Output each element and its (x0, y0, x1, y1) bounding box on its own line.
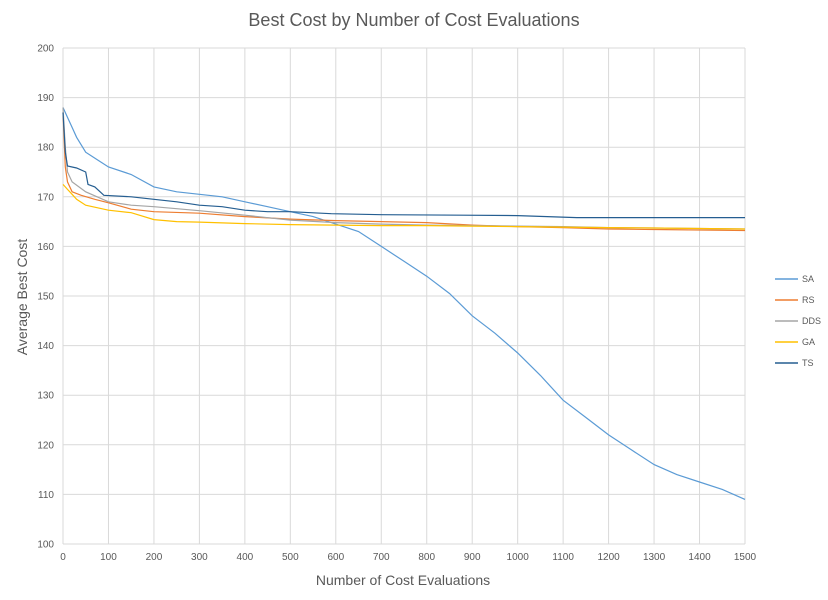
series-line-sa (62, 107, 746, 500)
x-tick-label: 1400 (688, 552, 711, 563)
series-lines (62, 107, 746, 500)
x-tick-label: 1500 (734, 552, 757, 563)
series-line-ts (62, 112, 745, 219)
legend-item-rs: RS (775, 295, 815, 305)
y-tick-label: 160 (37, 242, 54, 253)
legend-item-dds: DDS (775, 316, 821, 326)
y-axis-title: Average Best Cost (14, 239, 30, 356)
legend-item-ts: TS (775, 358, 814, 368)
legend: SA RS DDS GA TS (775, 274, 821, 368)
x-tick-label: 700 (373, 552, 390, 563)
y-tick-label: 200 (37, 44, 54, 55)
series-line-rs (62, 112, 746, 232)
y-tick-label: 120 (37, 440, 54, 451)
gridlines (62, 47, 746, 545)
x-tick-label: 1200 (597, 552, 620, 563)
x-axis-title: Number of Cost Evaluations (316, 572, 490, 588)
x-tick-label: 200 (146, 552, 163, 563)
legend-label: RS (802, 295, 815, 305)
legend-label: TS (802, 358, 814, 368)
series-line-ga (62, 183, 746, 230)
legend-item-sa: SA (775, 274, 814, 284)
y-tick-label: 170 (37, 192, 54, 203)
legend-label: DDS (802, 316, 821, 326)
x-tick-label: 500 (282, 552, 299, 563)
y-tick-label: 140 (37, 341, 54, 352)
series-line-dds (62, 107, 746, 230)
x-tick-label: 1300 (643, 552, 666, 563)
x-tick-label: 300 (191, 552, 208, 563)
tick-labels: 100 110 120 130 140 150 160 170 180 190 200 0 100 200… (37, 44, 756, 564)
x-tick-label: 800 (418, 552, 435, 563)
x-tick-label: 1000 (507, 552, 530, 563)
x-tick-label: 400 (237, 552, 254, 563)
x-tick-label: 600 (327, 552, 344, 563)
chart-title: Best Cost by Number of Cost Evaluations (248, 10, 579, 30)
legend-label: GA (802, 337, 815, 347)
y-tick-label: 180 (37, 143, 54, 154)
y-tick-label: 130 (37, 391, 54, 402)
y-tick-label: 190 (37, 93, 54, 104)
y-tick-label: 150 (37, 292, 54, 303)
x-tick-label: 1100 (552, 552, 574, 563)
y-tick-label: 100 (37, 540, 54, 551)
y-tick-label: 110 (38, 490, 54, 501)
x-tick-label: 0 (60, 552, 66, 563)
x-tick-label: 900 (464, 552, 481, 563)
legend-item-ga: GA (775, 337, 815, 347)
x-tick-label: 100 (100, 552, 117, 563)
legend-label: SA (802, 274, 814, 284)
